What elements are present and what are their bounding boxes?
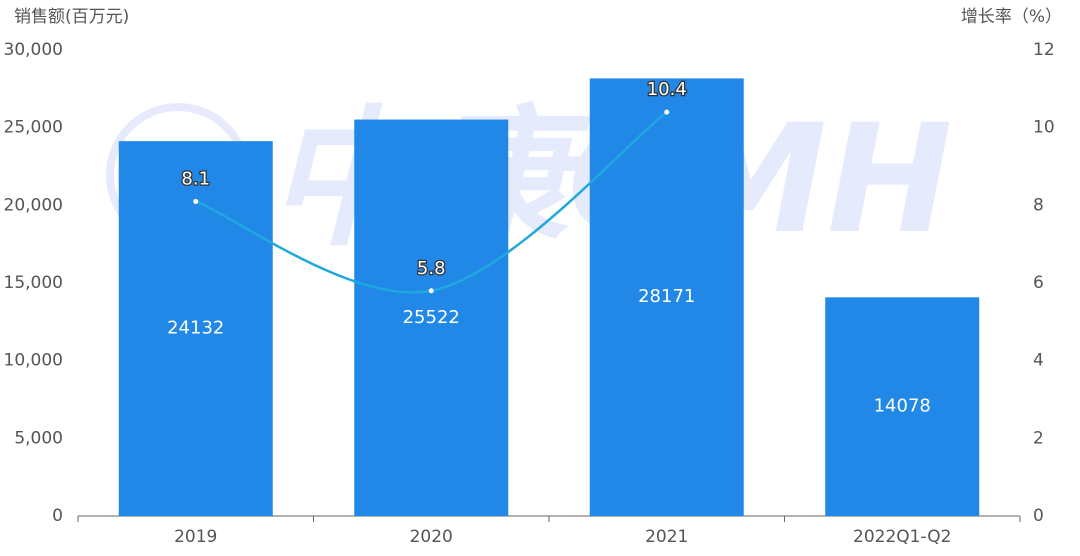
y-axis-title: 销售额(百万元) (14, 7, 129, 27)
bar (354, 119, 509, 517)
y-tick-label: 30,000 (4, 40, 63, 60)
bar-value-label: 24132 (167, 318, 224, 339)
bar (589, 78, 744, 517)
bar-value-label: 28171 (638, 286, 695, 307)
y2-tick-label: 6 (1033, 273, 1044, 293)
x-tick-label: 2020 (410, 527, 453, 547)
y-tick-label: 10,000 (4, 351, 63, 371)
y2-tick-label: 12 (1033, 40, 1055, 60)
bar-value-label: 25522 (403, 307, 460, 328)
x-tick-label: 2022Q1-Q2 (853, 527, 951, 547)
line-point (664, 109, 670, 115)
y-tick-label: 5,000 (14, 428, 63, 448)
x-tick-label: 2019 (174, 527, 217, 547)
x-tick-label: 2021 (645, 527, 688, 547)
y2-tick-label: 8 (1033, 195, 1044, 215)
y-tick-label: 0 (52, 506, 63, 526)
y2-tick-label: 0 (1033, 506, 1044, 526)
y-tick-label: 20,000 (4, 195, 63, 215)
y-tick-label: 15,000 (4, 273, 63, 293)
line-point (428, 288, 434, 294)
bar-value-label: 14078 (874, 396, 931, 417)
line-value-label: 5.8 (417, 258, 446, 279)
y2-axis-title: 增长率（%） (961, 7, 1062, 27)
y-tick-label: 25,000 (4, 118, 63, 138)
y2-tick-label: 2 (1033, 428, 1044, 448)
line-point (193, 198, 199, 204)
line-value-label: 8.1 (181, 168, 210, 189)
line-value-label: 10.4 (647, 79, 687, 100)
y2-tick-label: 10 (1033, 118, 1055, 138)
y2-tick-label: 4 (1033, 351, 1044, 371)
bar (825, 297, 980, 516)
